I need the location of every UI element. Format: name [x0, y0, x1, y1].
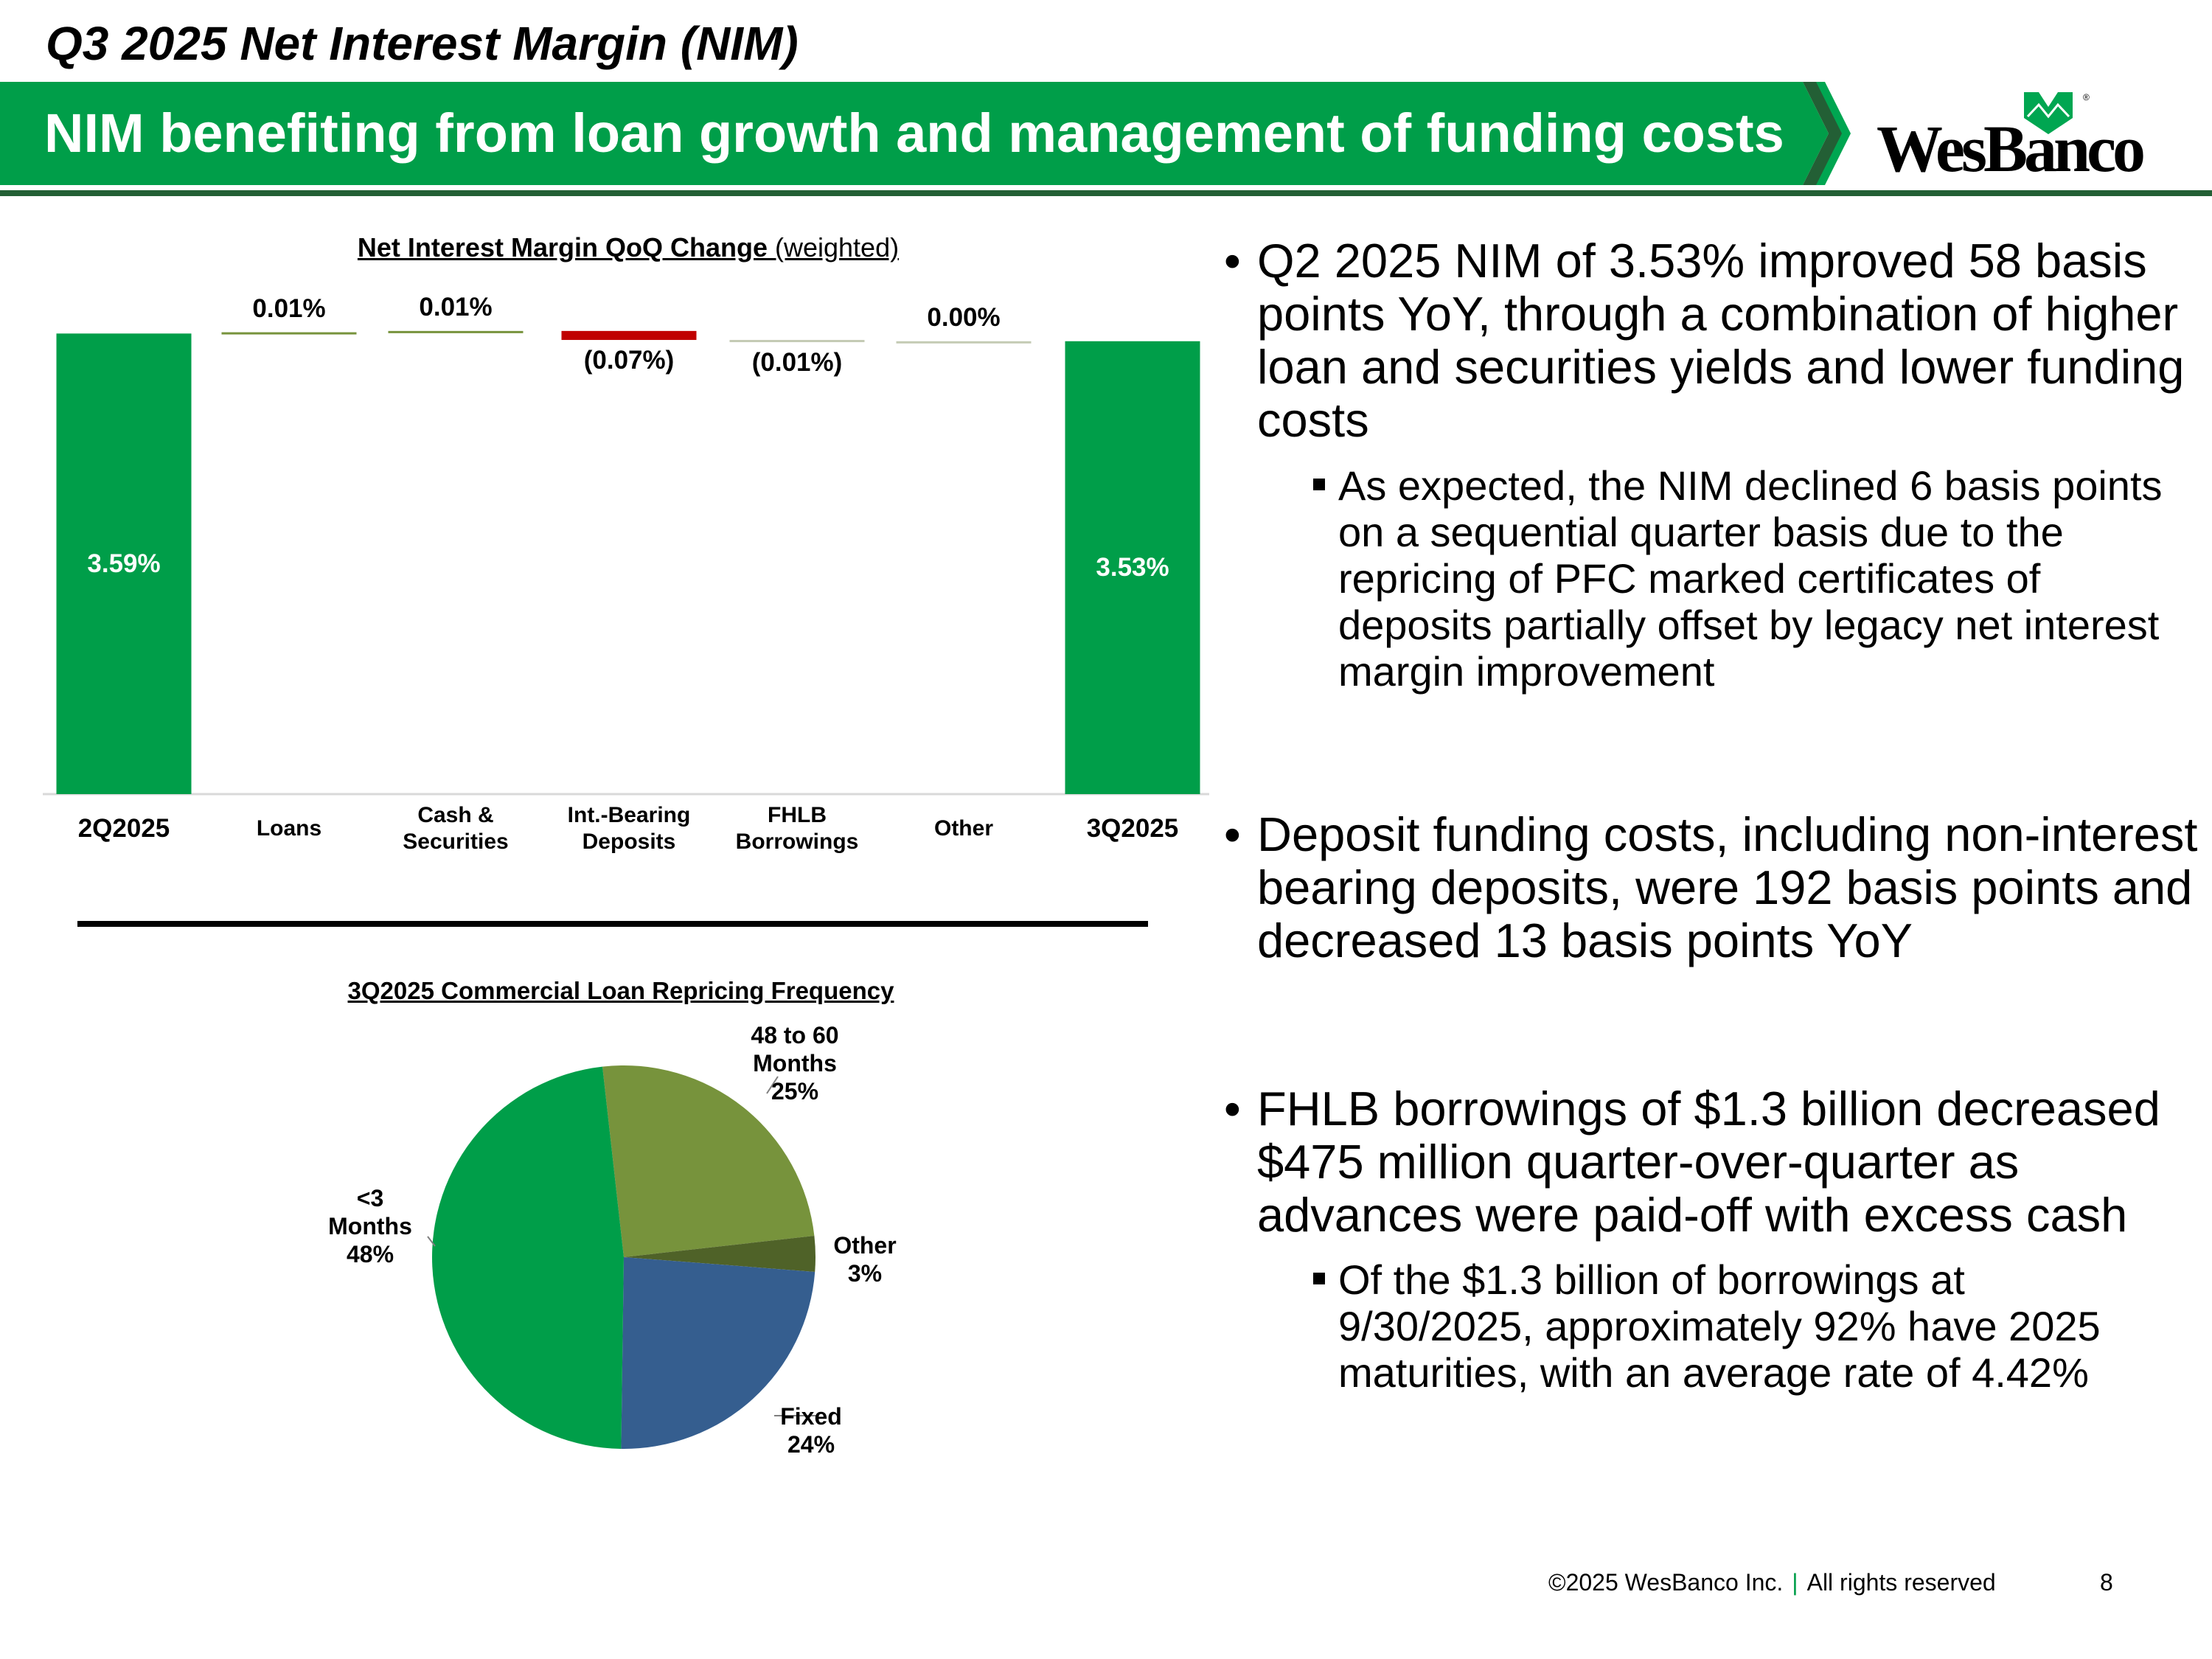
slice-label: Fixed	[780, 1403, 842, 1430]
pie-slice--3-months	[431, 1066, 624, 1449]
bullet-text: Deposit funding costs, including non-int…	[1257, 807, 2198, 967]
sub-bullet-text: As expected, the NIM declined 6 basis po…	[1338, 462, 2163, 695]
pie-label-other: Other 3%	[833, 1231, 896, 1287]
data-label: 0.00%	[927, 302, 1001, 332]
pie-label-fixed: Fixed 24%	[780, 1402, 842, 1458]
category-label: 3Q2025	[1086, 814, 1179, 843]
data-label: 0.01%	[419, 292, 493, 321]
slice-label: 48 to 60 Months	[751, 1022, 839, 1077]
w-chevron-icon: ®	[2024, 92, 2090, 134]
bullet-dot: •	[1224, 1082, 1241, 1135]
data-label: (0.07%)	[583, 346, 675, 375]
footer-divider: |	[1792, 1569, 1798, 1596]
pie-chart	[427, 1065, 817, 1449]
bullet-text: FHLB borrowings of $1.3 billion decrease…	[1257, 1082, 2160, 1242]
bullet-2: • Deposit funding costs, including non-in…	[1224, 807, 2208, 967]
sub-bullet-3: Of the $1.3 billion of borrowings at 9/3…	[1313, 1256, 2171, 1396]
leader-line	[427, 1236, 436, 1247]
bullet-dot: •	[1224, 234, 1241, 288]
category-label: Loans	[256, 816, 322, 841]
rights-text: All rights reserved	[1806, 1569, 1996, 1596]
bullet-text: Q2 2025 NIM of 3.53% improved 58 basis p…	[1257, 234, 2185, 447]
svg-text:®: ®	[2083, 92, 2090, 102]
category-label: Int.-Bearing Deposits	[567, 803, 691, 854]
section-divider	[77, 921, 1148, 927]
logo-wordmark: WesBanco	[1877, 113, 2146, 186]
waterfall-chart	[43, 330, 1209, 796]
bar-int-bearing-deposits	[561, 330, 697, 341]
wesbanco-logo: ® WesBanco	[1877, 88, 2146, 186]
category-label: Other	[933, 816, 993, 841]
chart-title-text: Net Interest Margin QoQ Change	[357, 232, 768, 262]
category-label: 2Q2025	[77, 814, 170, 843]
slice-pct: 25%	[771, 1078, 819, 1105]
slice-pct: 48%	[346, 1241, 394, 1267]
square-bullet-icon	[1313, 479, 1325, 490]
pie-slice-48-to-60-months	[602, 1065, 815, 1257]
bar-cash-securities	[388, 330, 524, 333]
sub-bullet-1: As expected, the NIM declined 6 basis po…	[1313, 462, 2171, 695]
bullet-3: • FHLB borrowings of $1.3 billion decreas…	[1224, 1082, 2208, 1242]
slice-pct: 3%	[847, 1260, 883, 1287]
chart-title-suffix: (weighted)	[775, 232, 900, 262]
leader-line	[766, 1076, 779, 1094]
slice-label: Other	[833, 1232, 897, 1259]
bar-2q2025	[56, 333, 192, 795]
category-label: Cash & Securities	[403, 803, 509, 854]
waterfall-chart-title: Net Interest Margin QoQ Change (weighted…	[358, 232, 899, 263]
bullet-1: • Q2 2025 NIM of 3.53% improved 58 basis …	[1224, 234, 2208, 447]
pie-chart-title: 3Q2025 Commercial Loan Repricing Frequen…	[347, 977, 894, 1004]
slice-pct: 24%	[787, 1431, 835, 1458]
category-label: FHLB Borrowings	[735, 803, 859, 854]
data-label: 3.59%	[87, 549, 161, 578]
square-bullet-icon	[1313, 1273, 1325, 1284]
banner-headline: NIM benefiting from loan growth and mana…	[44, 102, 1784, 164]
header-rule	[0, 190, 2212, 196]
bullet-dot: •	[1224, 807, 1241, 861]
pie-label-48-60: 48 to 60 Months 25%	[743, 1021, 846, 1105]
bar-other	[896, 341, 1032, 344]
bar-loans	[221, 332, 357, 335]
pie-slice-other	[624, 1236, 816, 1272]
data-label: 3.53%	[1096, 552, 1169, 582]
banner-background	[0, 82, 1851, 185]
data-label: (0.01%)	[751, 348, 843, 378]
footer: ©2025 WesBanco Inc. | All rights reserved	[1548, 1569, 1996, 1596]
bar-fhlb-borrowings	[729, 340, 865, 343]
bar-3q2025	[1065, 341, 1200, 794]
copyright: ©2025 WesBanco Inc.	[1548, 1569, 1784, 1596]
page-number: 8	[2100, 1569, 2113, 1596]
data-label: 0.01%	[252, 293, 326, 323]
pie-slice-fixed	[621, 1257, 815, 1449]
slice-label: <3 Months	[328, 1185, 412, 1239]
sub-bullet-text: Of the $1.3 billion of borrowings at 9/3…	[1338, 1256, 2101, 1396]
pie-label-lt3: <3 Months 48%	[326, 1184, 414, 1268]
slide-title: Q3 2025 Net Interest Margin (NIM)	[46, 17, 799, 70]
